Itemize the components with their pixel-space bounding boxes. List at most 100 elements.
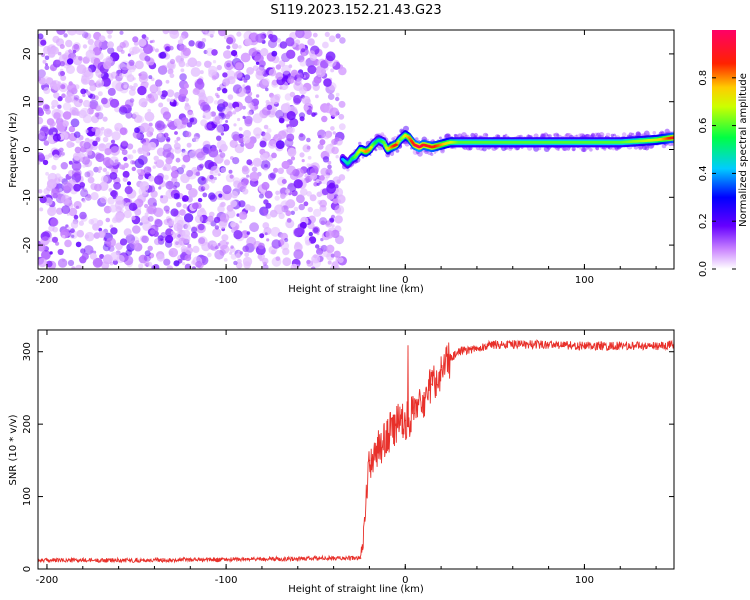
noise-speckle: [230, 253, 237, 260]
noise-speckle: [130, 86, 136, 91]
noise-speckle: [232, 43, 239, 50]
snr-data-point: [82, 559, 84, 562]
noise-speckle: [147, 166, 152, 171]
noise-speckle: [242, 105, 246, 110]
noise-speckle: [73, 131, 81, 138]
noise-speckle: [196, 78, 204, 85]
noise-speckle: [44, 55, 50, 61]
noise-speckle: [252, 113, 263, 124]
noise-speckle: [256, 83, 261, 88]
noise-speckle: [170, 170, 179, 179]
snr-marks: [38, 339, 674, 564]
noise-speckle: [68, 207, 78, 217]
noise-speckle: [65, 92, 76, 103]
noise-speckle: [321, 115, 328, 123]
noise-speckle: [132, 225, 141, 234]
noise-speckle: [306, 73, 311, 78]
noise-speckle: [80, 185, 85, 190]
noise-speckle: [134, 208, 142, 216]
noise-speckle: [237, 45, 242, 49]
noise-speckle: [294, 39, 301, 45]
noise-speckle: [65, 224, 69, 228]
noise-speckle: [248, 48, 257, 57]
noise-speckle: [79, 211, 87, 220]
noise-speckle: [238, 200, 246, 208]
tick-label: -20: [22, 237, 33, 253]
noise-speckle: [266, 128, 272, 133]
noise-speckle: [167, 30, 176, 35]
noise-speckle: [169, 58, 176, 65]
noise-speckle: [82, 99, 91, 108]
ridge-halo: [557, 148, 560, 151]
noise-speckle: [255, 67, 265, 76]
noise-speckle: [166, 265, 174, 269]
noise-speckle: [145, 36, 149, 41]
noise-speckle: [202, 104, 208, 110]
noise-speckle: [308, 236, 317, 244]
snr-data-point: [386, 434, 389, 436]
noise-speckle: [61, 152, 66, 156]
noise-speckle: [299, 116, 305, 122]
noise-speckle: [195, 261, 203, 268]
noise-speckle: [295, 30, 305, 39]
noise-speckle: [274, 195, 280, 201]
noise-speckle: [83, 245, 94, 255]
tick-label: 0: [22, 566, 33, 572]
noise-speckle: [281, 64, 291, 75]
noise-speckle: [171, 177, 178, 184]
noise-speckle: [319, 139, 326, 146]
noise-speckle: [187, 57, 198, 68]
noise-speckle: [62, 120, 69, 127]
noise-speckle: [218, 193, 223, 198]
noise-speckle: [148, 122, 153, 127]
noise-speckle: [160, 232, 167, 238]
noise-speckle: [184, 104, 191, 111]
ridge-halo: [374, 148, 378, 152]
noise-speckle: [226, 62, 231, 68]
snr-x-ticks: -200 -100 0 100: [36, 330, 657, 586]
noise-speckle: [149, 40, 153, 44]
noise-speckle: [307, 206, 313, 213]
noise-speckle: [251, 98, 260, 107]
noise-speckle: [220, 132, 225, 136]
heatmap-xlabel: Height of straight line (km): [288, 284, 424, 295]
noise-speckle: [94, 39, 102, 48]
noise-speckle: [95, 137, 101, 143]
noise-speckle: [325, 51, 336, 62]
noise-speckle: [175, 157, 181, 163]
noise-speckle: [116, 254, 125, 264]
noise-speckle: [226, 45, 231, 50]
noise-speckle: [205, 95, 214, 104]
noise-speckle: [286, 165, 296, 176]
noise-speckle: [149, 132, 154, 136]
noise-speckle: [173, 193, 180, 200]
noise-speckle: [306, 260, 314, 267]
noise-speckle: [84, 152, 89, 157]
noise-speckle: [51, 164, 57, 171]
noise-speckle: [316, 182, 320, 186]
noise-speckle: [163, 163, 172, 172]
noise-speckle: [38, 33, 44, 40]
noise-speckle: [213, 176, 217, 181]
noise-speckle: [125, 249, 133, 256]
noise-speckle: [240, 52, 251, 63]
noise-speckle: [111, 217, 118, 224]
noise-speckle: [132, 36, 139, 43]
noise-speckle: [236, 258, 242, 264]
noise-speckle: [182, 198, 186, 202]
noise-speckle: [255, 61, 260, 65]
ridge-halo: [595, 146, 600, 151]
noise-speckle: [141, 235, 149, 244]
noise-speckle: [154, 120, 165, 131]
noise-speckle: [143, 254, 151, 262]
noise-speckle: [296, 194, 305, 204]
noise-speckle: [84, 231, 95, 242]
noise-speckle: [186, 142, 192, 148]
noise-speckle: [138, 148, 143, 153]
noise-speckle: [334, 136, 340, 142]
noise-speckle: [142, 150, 150, 157]
noise-speckle: [174, 131, 178, 135]
noise-speckle: [183, 213, 194, 223]
noise-speckle: [103, 61, 112, 70]
noise-speckle: [202, 183, 210, 191]
